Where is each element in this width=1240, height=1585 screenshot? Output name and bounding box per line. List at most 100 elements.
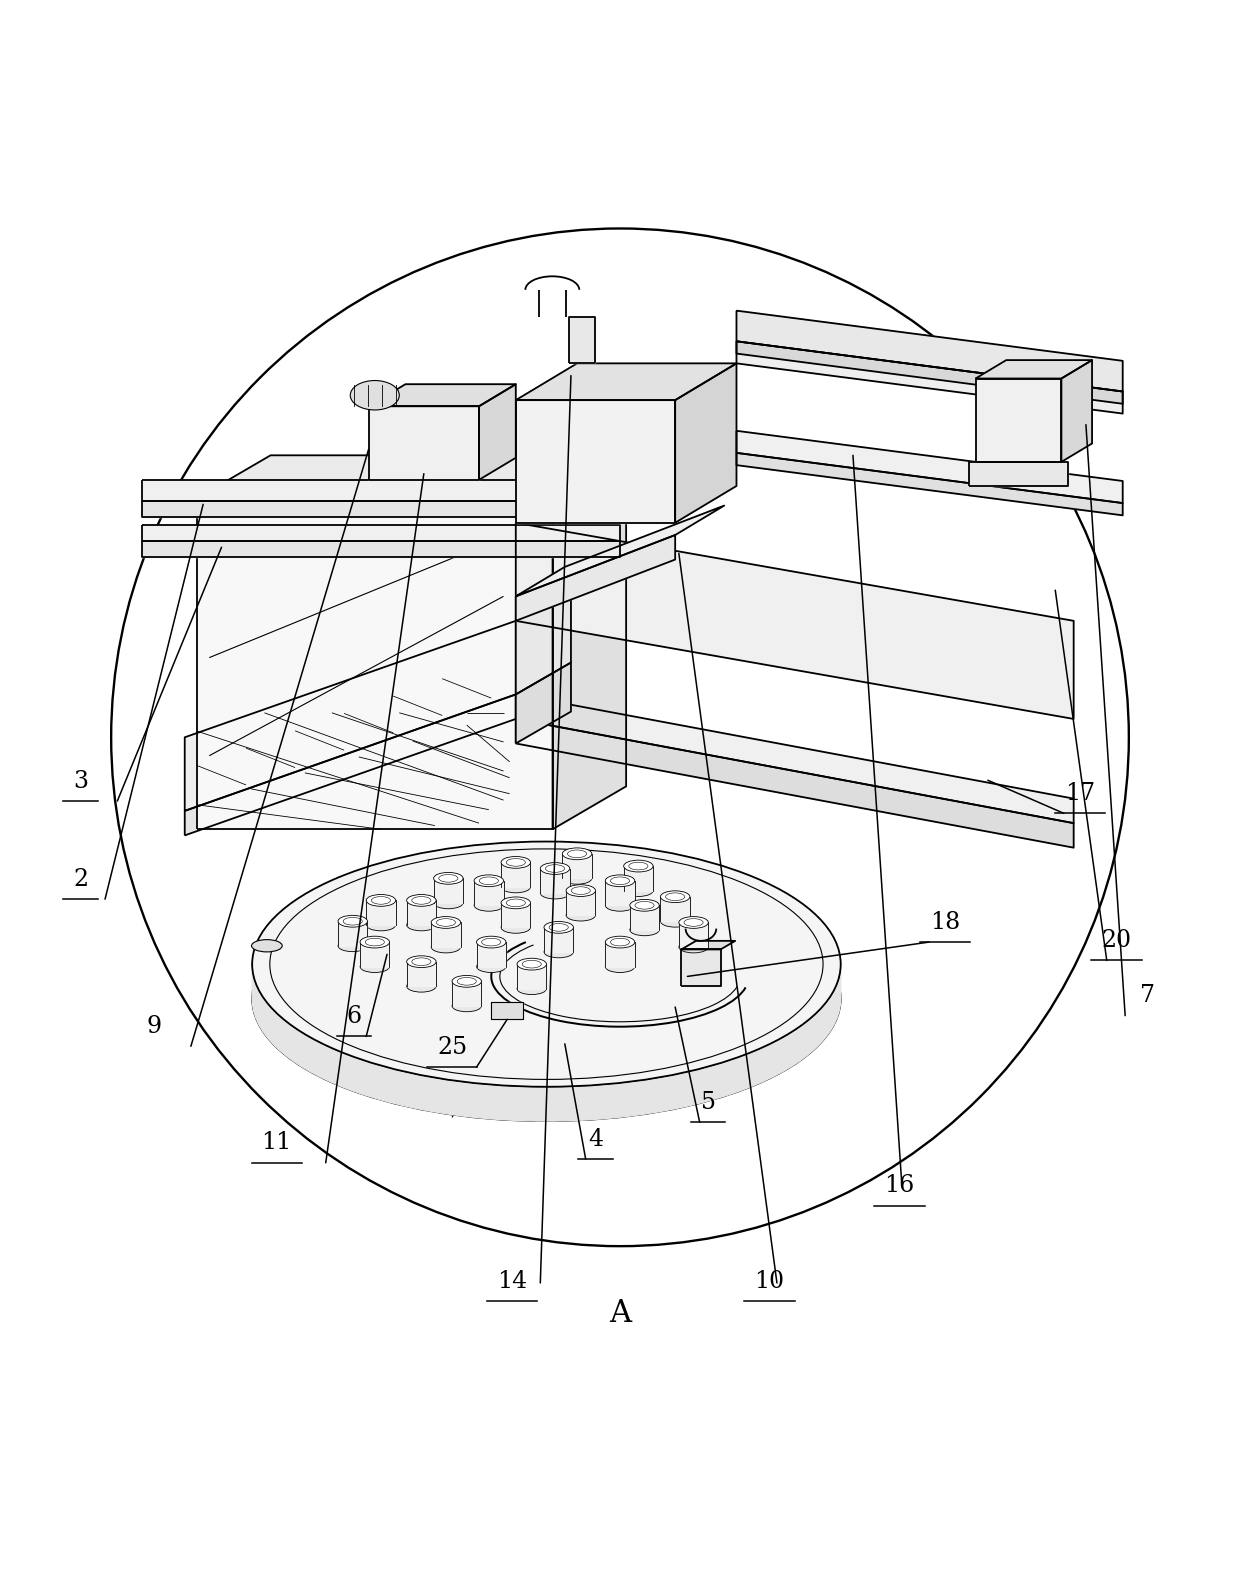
Polygon shape <box>516 536 675 621</box>
Polygon shape <box>516 506 724 596</box>
Polygon shape <box>252 964 841 1121</box>
Polygon shape <box>1061 360 1092 461</box>
Ellipse shape <box>624 884 653 897</box>
Polygon shape <box>197 455 626 498</box>
Text: 14: 14 <box>497 1270 527 1293</box>
Text: 11: 11 <box>262 1132 291 1154</box>
Polygon shape <box>479 384 516 480</box>
Polygon shape <box>516 720 1074 848</box>
Text: 7: 7 <box>1140 984 1154 1006</box>
Ellipse shape <box>563 848 591 859</box>
Polygon shape <box>368 406 479 480</box>
Ellipse shape <box>630 924 660 935</box>
Polygon shape <box>541 869 569 892</box>
Ellipse shape <box>360 961 389 973</box>
Ellipse shape <box>605 899 635 911</box>
Ellipse shape <box>453 1000 481 1011</box>
Polygon shape <box>432 922 460 946</box>
Ellipse shape <box>501 881 531 892</box>
Ellipse shape <box>476 961 506 973</box>
Ellipse shape <box>501 856 531 869</box>
Polygon shape <box>185 621 516 812</box>
Ellipse shape <box>432 941 460 953</box>
Polygon shape <box>544 927 573 953</box>
Polygon shape <box>737 341 1122 404</box>
Text: 25: 25 <box>436 1035 467 1059</box>
Ellipse shape <box>252 940 283 953</box>
Polygon shape <box>737 453 1122 515</box>
Ellipse shape <box>407 894 436 907</box>
Text: 18: 18 <box>930 910 960 934</box>
Ellipse shape <box>432 916 460 929</box>
Polygon shape <box>737 431 1122 502</box>
Ellipse shape <box>517 959 547 970</box>
Polygon shape <box>516 363 737 399</box>
Text: 20: 20 <box>1101 929 1132 953</box>
Polygon shape <box>141 540 620 556</box>
Polygon shape <box>976 379 1061 461</box>
Ellipse shape <box>517 983 547 994</box>
Ellipse shape <box>605 937 635 948</box>
Ellipse shape <box>407 981 436 992</box>
Polygon shape <box>366 900 396 926</box>
Polygon shape <box>141 525 620 540</box>
Ellipse shape <box>366 894 396 907</box>
Ellipse shape <box>474 899 503 911</box>
Ellipse shape <box>661 891 689 902</box>
Polygon shape <box>605 941 635 967</box>
Polygon shape <box>737 341 1122 414</box>
Ellipse shape <box>544 946 573 957</box>
Polygon shape <box>476 941 506 967</box>
Ellipse shape <box>563 872 591 884</box>
Ellipse shape <box>678 941 708 953</box>
Text: 4: 4 <box>588 1127 603 1151</box>
Polygon shape <box>563 854 591 878</box>
Polygon shape <box>339 921 367 946</box>
Polygon shape <box>976 360 1092 379</box>
Polygon shape <box>474 881 503 905</box>
Ellipse shape <box>434 897 463 908</box>
Polygon shape <box>360 941 389 967</box>
Polygon shape <box>661 897 689 921</box>
Polygon shape <box>565 891 595 915</box>
Ellipse shape <box>565 884 595 897</box>
Polygon shape <box>517 964 547 989</box>
Ellipse shape <box>605 875 635 886</box>
Text: 6: 6 <box>346 1005 362 1029</box>
Ellipse shape <box>624 861 653 872</box>
Ellipse shape <box>339 916 367 927</box>
Polygon shape <box>553 455 626 829</box>
Ellipse shape <box>605 961 635 973</box>
Polygon shape <box>434 878 463 903</box>
Polygon shape <box>516 399 675 523</box>
Ellipse shape <box>453 975 481 987</box>
Polygon shape <box>605 881 635 905</box>
Polygon shape <box>737 311 1122 391</box>
Polygon shape <box>678 922 708 946</box>
Polygon shape <box>516 694 1074 823</box>
Ellipse shape <box>407 919 436 930</box>
Ellipse shape <box>252 842 841 1087</box>
Polygon shape <box>681 941 735 949</box>
Polygon shape <box>681 949 720 986</box>
Ellipse shape <box>252 877 841 1121</box>
Ellipse shape <box>350 380 399 411</box>
Polygon shape <box>491 1002 523 1019</box>
Text: 5: 5 <box>701 1090 715 1114</box>
Text: 9: 9 <box>146 1014 161 1038</box>
Polygon shape <box>630 905 660 930</box>
Ellipse shape <box>366 919 396 930</box>
Text: 3: 3 <box>73 769 88 792</box>
Polygon shape <box>501 862 531 888</box>
Text: 10: 10 <box>754 1270 785 1293</box>
Ellipse shape <box>339 940 367 951</box>
Ellipse shape <box>501 897 531 908</box>
Polygon shape <box>185 694 516 835</box>
Ellipse shape <box>434 872 463 884</box>
Ellipse shape <box>476 937 506 948</box>
Text: A: A <box>609 1298 631 1330</box>
Ellipse shape <box>407 956 436 967</box>
Text: 2: 2 <box>73 867 88 891</box>
Ellipse shape <box>360 937 389 948</box>
Circle shape <box>112 228 1128 1246</box>
